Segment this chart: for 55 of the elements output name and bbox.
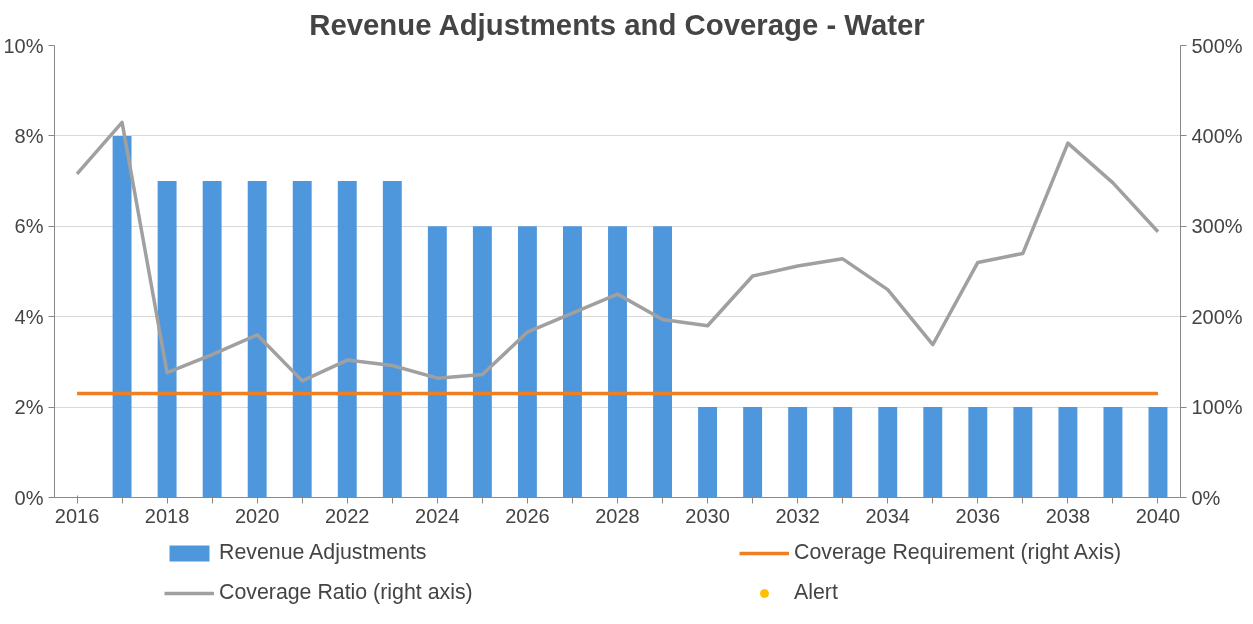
- bar: [202, 181, 222, 498]
- x-tick-label: 2018: [144, 504, 190, 527]
- y2-tick-label: 300%: [1191, 215, 1243, 238]
- x-tick-label: 2026: [505, 504, 550, 527]
- legend-label: Alert: [794, 580, 839, 605]
- y-tick-label: 4%: [14, 305, 44, 328]
- y2-tick-label: 400%: [1191, 124, 1243, 147]
- bar: [337, 181, 357, 498]
- bar: [698, 407, 718, 498]
- x-tick-label: 2038: [1045, 504, 1091, 527]
- bar: [968, 407, 988, 498]
- bar: [157, 181, 177, 498]
- x-tick-label: 2024: [415, 504, 460, 527]
- x-tick-label: 2016: [54, 504, 100, 527]
- bar: [923, 407, 943, 498]
- bar: [517, 226, 537, 498]
- line-series: [75, 120, 1160, 383]
- x-tick-label: 2020: [234, 504, 280, 527]
- bar: [1013, 407, 1033, 498]
- x-tick-label: 2028: [595, 504, 640, 527]
- chart-title: Revenue Adjustments and Coverage - Water: [309, 7, 925, 41]
- bar: [788, 407, 808, 498]
- legend-label: Revenue Adjustments: [219, 540, 428, 565]
- bar: [743, 407, 763, 498]
- y2-tick-label: 500%: [1191, 34, 1243, 57]
- bar: [112, 135, 132, 498]
- bar: [1103, 407, 1123, 498]
- y-tick-label: 2%: [14, 396, 44, 419]
- bar: [608, 226, 627, 498]
- x-tick-label: 2022: [325, 504, 370, 527]
- y-tick-label: 0%: [14, 486, 44, 509]
- x-tick-label: 2030: [685, 504, 730, 527]
- legend-label: Coverage Requirement (right Axis): [794, 540, 1123, 565]
- bar: [653, 226, 672, 498]
- bar: [382, 181, 402, 498]
- bar: [1058, 407, 1078, 498]
- x-tick-label: 2036: [955, 504, 1001, 527]
- bar: [247, 181, 267, 498]
- legend-label: Coverage Ratio (right axis): [219, 580, 474, 605]
- bar: [878, 407, 898, 498]
- bar: [563, 226, 582, 498]
- x-tick-label: 2034: [865, 504, 910, 527]
- y2-tick-label: 0%: [1191, 486, 1221, 509]
- y2-tick-label: 100%: [1191, 396, 1243, 419]
- y-tick-label: 6%: [14, 215, 44, 238]
- bar: [427, 226, 447, 498]
- y-tick-label: 10%: [3, 34, 44, 57]
- y-tick-label: 8%: [14, 124, 44, 147]
- y2-tick-label: 200%: [1191, 305, 1243, 328]
- bar: [292, 181, 312, 498]
- bar: [472, 226, 492, 498]
- bar: [833, 407, 853, 498]
- bar: [1148, 407, 1168, 498]
- x-tick-label: 2032: [775, 504, 820, 527]
- x-tick-label: 2040: [1135, 504, 1181, 527]
